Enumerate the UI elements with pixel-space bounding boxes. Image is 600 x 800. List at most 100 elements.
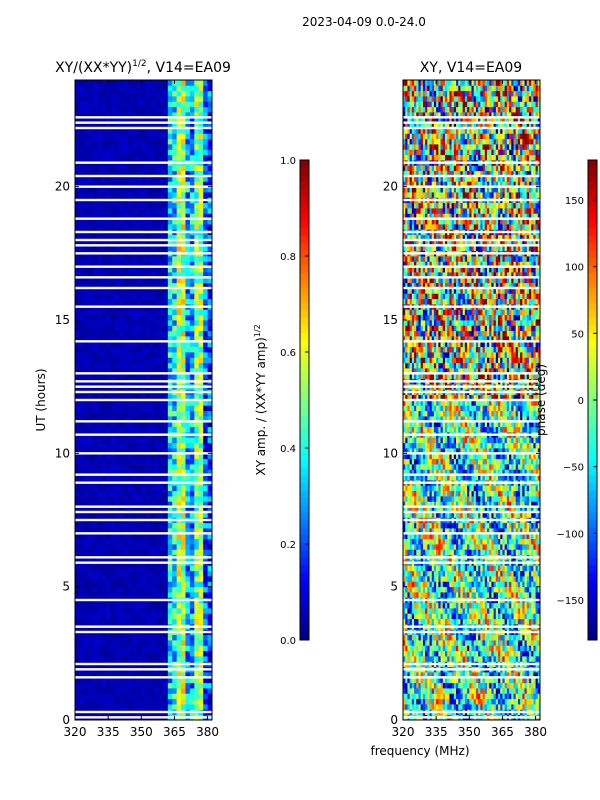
heatmap-cell (158, 240, 164, 246)
heatmap-cell (158, 656, 164, 662)
heatmap-cell (462, 698, 466, 705)
heatmap-cell (154, 448, 160, 454)
heatmap-cell (136, 613, 142, 620)
heatmap-cell (141, 112, 147, 118)
heatmap-cell (207, 458, 213, 465)
heatmap-cell (75, 138, 80, 145)
heatmap-cell (489, 656, 492, 662)
heatmap-cell (163, 613, 169, 620)
heatmap-cell (471, 704, 475, 710)
heatmap-cell (451, 672, 455, 678)
heatmap-cell (132, 442, 138, 449)
heatmap-cell (83, 373, 89, 380)
heatmap-cell (194, 192, 200, 198)
heatmap-cell (194, 362, 200, 369)
heatmap-cell (79, 96, 85, 102)
heatmap-cell (128, 128, 133, 134)
heatmap-cell (158, 293, 164, 300)
heatmap-cell (495, 704, 499, 710)
heatmap-cell (145, 138, 151, 145)
heatmap-cell (460, 704, 464, 710)
heatmap-cell (97, 352, 102, 358)
heatmap-cell (198, 602, 204, 609)
heatmap-cell (407, 618, 411, 625)
heatmap-cell (132, 202, 138, 209)
heatmap-cell (158, 549, 164, 556)
heatmap-cell (141, 650, 147, 657)
heatmap-cell (145, 245, 151, 252)
heatmap-cell (141, 677, 147, 684)
heatmap-cell (207, 394, 213, 401)
heatmap-cell (181, 186, 186, 193)
heatmap-cell (150, 453, 155, 460)
heatmap-cell (123, 314, 129, 321)
heatmap-cell (105, 106, 111, 113)
heatmap-cell (79, 218, 85, 225)
heatmap-cell (105, 613, 111, 620)
heatmap-cell (185, 325, 191, 332)
heatmap-cell (145, 405, 151, 412)
heatmap-cell (145, 101, 151, 108)
heatmap-cell (114, 266, 120, 273)
heatmap-cell (498, 704, 501, 710)
heatmap-cell (150, 293, 155, 300)
heatmap-cell (427, 650, 430, 657)
heatmap-cell (189, 85, 195, 92)
heatmap-cell (172, 421, 178, 428)
heatmap-cell (194, 618, 200, 625)
heatmap-cell (88, 266, 94, 273)
heatmap-cell (181, 234, 186, 241)
heatmap-cell (119, 608, 125, 614)
heatmap-cell (194, 90, 200, 97)
heatmap-cell (92, 336, 98, 342)
heatmap-cell (158, 544, 164, 550)
y-tick-label: 20 (55, 180, 70, 194)
heatmap-cell (97, 672, 102, 678)
flagged-row (75, 244, 212, 247)
heatmap-cell (97, 549, 102, 556)
heatmap-cell (105, 112, 111, 118)
heatmap-cell (163, 570, 169, 577)
heatmap-cell (105, 144, 111, 150)
heatmap-cell (97, 512, 102, 518)
heatmap-cell (101, 581, 107, 588)
heatmap-cell (203, 330, 208, 337)
heatmap-cell (189, 154, 195, 161)
heatmap-cell (92, 144, 98, 150)
heatmap-cell (88, 224, 94, 230)
heatmap-cell (181, 549, 186, 556)
heatmap-cell (203, 213, 208, 220)
heatmap-cell (185, 138, 191, 145)
heatmap-cell (114, 122, 120, 129)
heatmap-cell (511, 677, 514, 684)
heatmap-cell (97, 245, 102, 252)
heatmap-cell (511, 693, 514, 700)
heatmap-cell (123, 170, 129, 177)
heatmap-cell (92, 240, 98, 246)
heatmap-cell (132, 80, 138, 86)
heatmap-cell (198, 576, 204, 582)
heatmap-cell (407, 613, 411, 620)
heatmap-cell (136, 346, 142, 353)
heatmap-cell (92, 122, 98, 129)
heatmap-cell (181, 421, 186, 428)
heatmap-cell (83, 592, 89, 598)
heatmap-cell (119, 176, 125, 182)
heatmap-cell (123, 357, 129, 364)
heatmap-cell (198, 208, 204, 214)
heatmap-cell (469, 634, 472, 641)
heatmap-cell (83, 682, 89, 689)
heatmap-cell (203, 117, 208, 124)
heatmap-cell (167, 410, 173, 417)
heatmap-cell (154, 101, 160, 108)
heatmap-cell (114, 277, 120, 284)
heatmap-cell (403, 688, 406, 694)
heatmap-cell (88, 202, 94, 209)
heatmap-cell (79, 144, 85, 150)
heatmap-cell (194, 522, 200, 529)
heatmap-cell (189, 698, 195, 705)
heatmap-cell (484, 650, 488, 657)
heatmap-cell (189, 400, 195, 406)
heatmap-cell (123, 394, 129, 401)
heatmap-cell (498, 672, 501, 678)
